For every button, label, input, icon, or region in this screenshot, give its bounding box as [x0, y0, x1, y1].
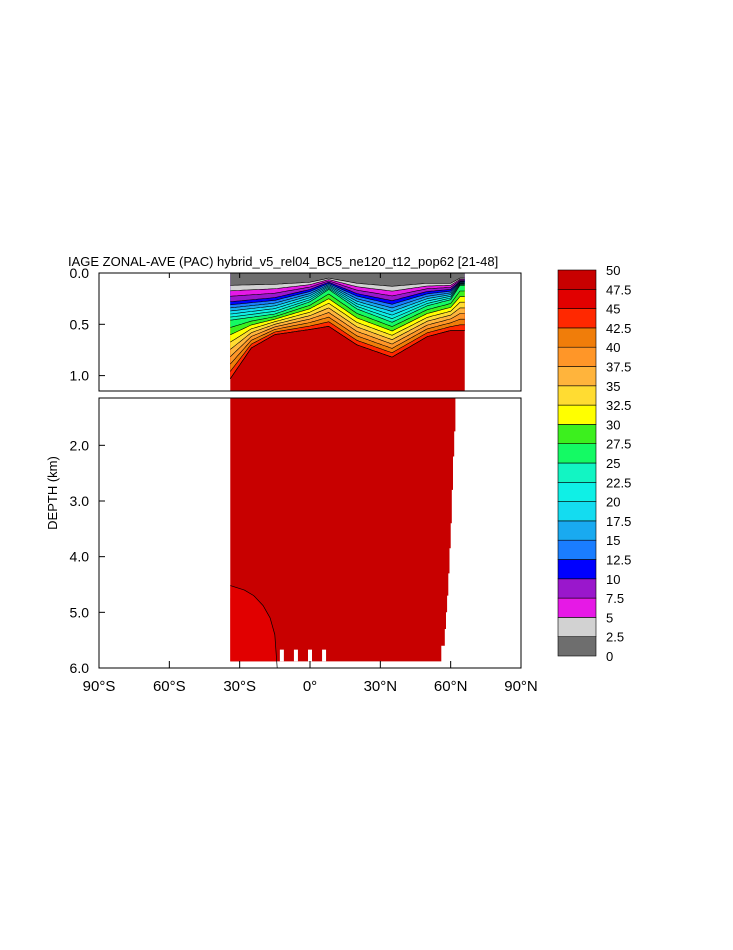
x-axis: 90°S 60°S 30°S 0° 30°N 60°N 90°N [83, 273, 538, 695]
contour-line-37.5 [230, 312, 465, 358]
colorbar-label: 2.5 [606, 630, 624, 645]
y-tick-label: 4.0 [70, 549, 90, 565]
seamount-gap [293, 649, 298, 662]
colorbar-swatch [557, 559, 597, 580]
colorbar-swatch [557, 539, 597, 560]
lower-panel: 2.0 3.0 4.0 5.0 6.0 [70, 397, 522, 676]
contour-line-47.5 [230, 326, 465, 379]
upper-panel: 0.0 0.5 1.0 [70, 265, 522, 392]
x-tick-label: 90°S [83, 678, 116, 695]
colorbar-swatch [557, 404, 597, 425]
contour-line-7.5 [230, 279, 465, 297]
colorbar-swatch [557, 443, 597, 464]
colorbar-swatch [557, 462, 597, 483]
colorbar-swatch [557, 617, 597, 638]
contour-line-32.5 [230, 301, 465, 343]
contour-line-42.5 [230, 321, 465, 372]
colorbar-label: 27.5 [606, 437, 631, 452]
colorbar-swatch [557, 308, 597, 329]
colorbar-label: 50 [606, 263, 620, 278]
contour-line-35 [230, 307, 465, 350]
contour-line-25 [230, 284, 465, 323]
contour-line-40 [230, 316, 465, 365]
colorbar-label: 7.5 [606, 591, 624, 606]
colorbar-label: 17.5 [606, 514, 631, 529]
colorbar-label: 12.5 [606, 553, 631, 568]
contour-line-15 [230, 282, 465, 309]
colorbar-swatch [557, 636, 597, 657]
colorbar-label: 25 [606, 456, 620, 471]
colorbar-swatch [557, 269, 597, 290]
contour-line-30 [230, 296, 465, 336]
colorbar-label: 5 [606, 610, 613, 625]
lower-field [230, 398, 456, 668]
x-tick-label: 60°S [153, 678, 186, 695]
y-tick-label: 0.5 [70, 316, 90, 332]
contour-line-27.5 [230, 290, 465, 328]
y-tick-label: 1.0 [70, 368, 90, 384]
colorbar-label: 22.5 [606, 475, 631, 490]
colorbar-swatch [557, 346, 597, 367]
y-tick-label: 3.0 [70, 493, 90, 509]
x-tick-label: 0° [303, 678, 317, 695]
contour-line-20 [230, 283, 465, 316]
colorbar-swatch [557, 481, 597, 502]
colorbar-label: 10 [606, 572, 620, 587]
colorbar-swatch [557, 288, 597, 309]
contour-line-47-5 [230, 585, 278, 668]
contour-line-17.5 [230, 282, 465, 312]
contour-line-2.5 [230, 277, 465, 287]
colorbar-swatch [557, 597, 597, 618]
seamount-gap [308, 649, 312, 662]
x-tick-label: 30°S [223, 678, 256, 695]
colorbar-label: 35 [606, 379, 620, 394]
contour-line-10 [230, 280, 465, 302]
x-tick-label: 30°N [364, 678, 398, 695]
contour-line-5 [230, 278, 465, 292]
colorbar-label: 30 [606, 417, 620, 432]
colorbar-swatch [557, 578, 597, 599]
colorbar-swatch [557, 385, 597, 406]
colorbar-swatch [557, 424, 597, 444]
colorbar-swatch [557, 501, 597, 522]
colorbar-label: 45 [606, 302, 620, 317]
seamount-gap [322, 649, 327, 662]
upper-field [230, 273, 465, 391]
y-axis-label: DEPTH (km) [45, 456, 60, 530]
seamount-gap [279, 649, 284, 662]
y-tick-label: 0.0 [70, 265, 90, 281]
contour-line-12.5 [230, 281, 465, 306]
colorbar-label: 20 [606, 495, 620, 510]
chart-title: IAGE ZONAL-AVE (PAC) hybrid_v5_rel04_BC5… [68, 254, 498, 269]
colorbar-swatch [557, 366, 597, 387]
colorbar-label: 40 [606, 340, 620, 355]
bottom-water-47-5 [230, 585, 278, 662]
x-tick-label: 90°N [504, 678, 538, 695]
colorbar-swatch [557, 327, 597, 348]
contour-line-22.5 [230, 284, 465, 320]
colorbar-label: 37.5 [606, 360, 631, 375]
colorbar-label: 42.5 [606, 321, 631, 336]
upper-layer-0 [230, 273, 465, 287]
colorbar-legend: 0 2.5 5 7.5 10 12.5 15 17.5 20 22.5 25 27.5 30 32.5 35… [557, 263, 631, 664]
y-tick-label: 6.0 [70, 660, 90, 676]
colorbar-label: 0 [606, 649, 613, 664]
colorbar-label: 47.5 [606, 282, 631, 297]
colorbar-label: 32.5 [606, 398, 631, 413]
y-tick-label: 5.0 [70, 604, 90, 620]
colorbar-label: 15 [606, 533, 620, 548]
deep-water-fill [230, 398, 456, 668]
colorbar-swatch [557, 520, 597, 541]
y-tick-label: 2.0 [70, 437, 90, 453]
x-tick-label: 60°N [434, 678, 468, 695]
